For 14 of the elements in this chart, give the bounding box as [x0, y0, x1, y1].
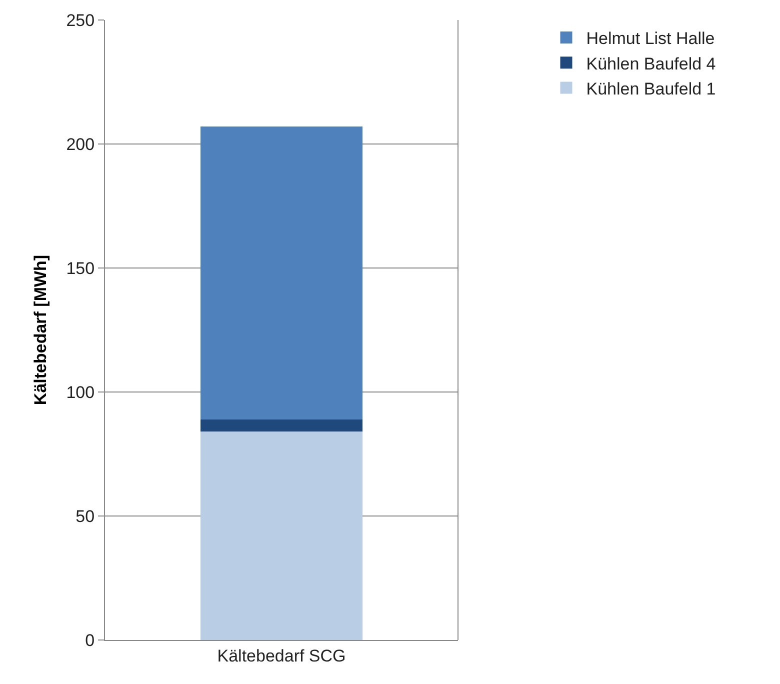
legend-label: Helmut List Halle — [586, 29, 715, 48]
y-tick-label: 250 — [66, 10, 95, 30]
y-axis-title: Kältebedarf [MWh] — [30, 254, 50, 406]
bar — [200, 432, 363, 640]
y-tick-label: 0 — [85, 630, 95, 650]
y-tick-label: 150 — [66, 258, 95, 278]
y-tick-label: 100 — [66, 382, 95, 402]
x-tick-label: Kältebedarf SCG — [217, 646, 346, 666]
y-tick-label: 50 — [76, 506, 95, 526]
legend-label: Kühlen Baufeld 4 — [586, 54, 716, 74]
legend-label: Kühlen Baufeld 1 — [586, 79, 716, 98]
y-tick-label: 200 — [66, 134, 95, 154]
bar — [200, 126, 363, 420]
bar — [200, 419, 363, 432]
